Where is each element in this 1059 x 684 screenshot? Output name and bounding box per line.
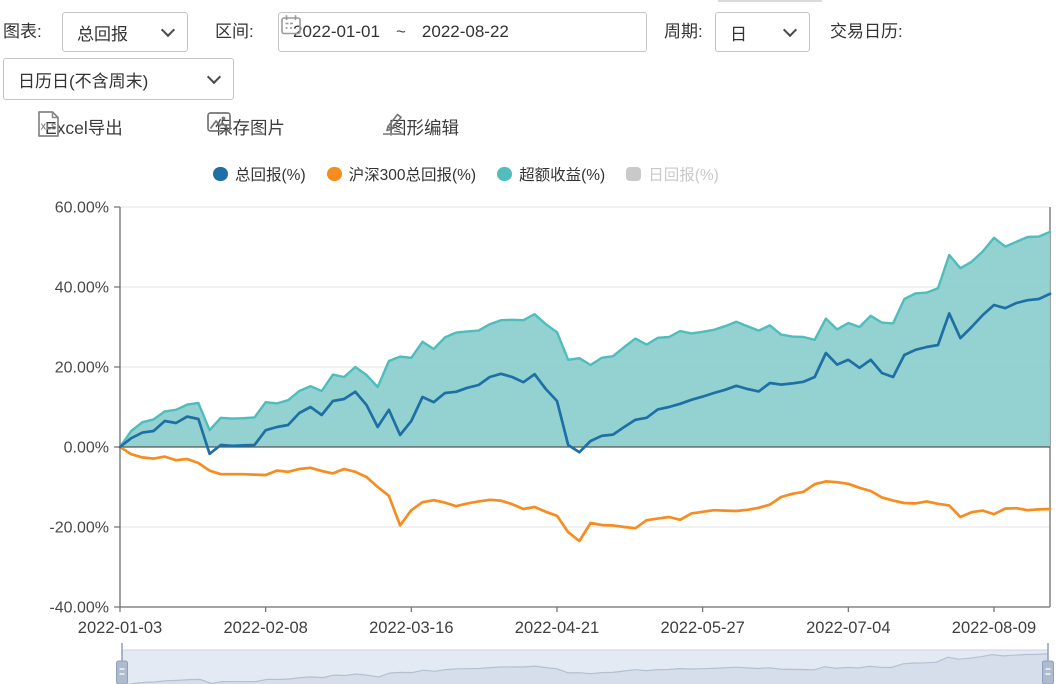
y-axis-label: -20.00% <box>49 520 109 537</box>
y-axis-label: 40.00% <box>55 280 109 297</box>
legend-label: 超额收益(%) <box>519 167 606 184</box>
x-axis-label: 2022-02-08 <box>223 619 307 637</box>
period-select[interactable]: 日 <box>715 12 810 52</box>
period-label: 周期: <box>664 22 703 41</box>
data-zoom-left-handle[interactable] <box>116 660 128 684</box>
legend-marker-circle <box>326 167 342 181</box>
data-zoom-mini-area <box>131 653 1048 684</box>
legend-item-excess-return[interactable]: 超额收益(%) <box>497 163 605 185</box>
legend-marker-circle <box>213 167 228 181</box>
edit-graph-button[interactable]: 图形编辑 <box>380 110 459 144</box>
data-zoom-right-handle[interactable] <box>1042 660 1054 684</box>
legend-marker-square <box>626 167 642 181</box>
x-axis-label: 2022-05-27 <box>660 619 744 637</box>
excel-export-text: Excel导出 <box>45 117 123 138</box>
data-zoom-mini-line <box>128 653 1049 684</box>
date-range-label: 区间: <box>215 22 254 41</box>
x-axis-label: 2022-03-16 <box>369 619 453 637</box>
trading-calendar-label: 交易日历: <box>830 22 903 41</box>
range-start-date[interactable]: 2022-01-01 <box>293 22 380 41</box>
legend-item-daily-return[interactable]: 日回报(%) <box>626 163 719 185</box>
clipped-panel-edge <box>718 0 822 2</box>
legend-item-csi300-return[interactable]: 沪深300总回报(%) <box>326 163 477 185</box>
chart-legend: 总回报(%) 沪深300总回报(%) 超额收益(%) 日回报(%) <box>213 163 719 185</box>
trading-calendar-value: 日历日(不含周末) <box>18 71 149 91</box>
date-range-picker[interactable]: 2022-01-01 ~ 2022-08-22 <box>278 12 647 52</box>
chart-type-value: 总回报 <box>77 24 128 44</box>
fund-return-line <box>118 292 1052 456</box>
x-axis-label: 2022-04-21 <box>515 619 599 637</box>
x-axis-label: 2022-01-03 <box>78 619 162 637</box>
save-image-button[interactable]: 保存图片 <box>206 110 285 144</box>
chart-type-select[interactable]: 总回报 <box>62 12 188 52</box>
y-axis-label: -40.00% <box>49 600 109 617</box>
y-axis-label: 20.00% <box>55 360 109 377</box>
legend-label: 总回报(%) <box>235 167 306 184</box>
x-axis-label: 2022-07-04 <box>806 619 890 637</box>
x-axis-label: 2022-08-09 <box>952 619 1036 637</box>
range-separator: ~ <box>395 22 406 41</box>
y-axis-label: 0.00% <box>64 440 109 457</box>
excess-return-area <box>120 231 1050 447</box>
range-end-date[interactable]: 2022-08-22 <box>421 22 509 41</box>
legend-label: 沪深300总回报(%) <box>348 167 477 184</box>
trading-calendar-select[interactable]: 日历日(不含周末) <box>3 58 234 100</box>
edit-graph-text: 图形编辑 <box>389 117 459 138</box>
period-value: 日 <box>730 24 747 44</box>
legend-label: 日回报(%) <box>648 167 719 184</box>
svg-text:XLS: XLS <box>41 123 57 132</box>
save-image-text: 保存图片 <box>215 117 285 138</box>
benchmark-return-line <box>118 445 1052 543</box>
chart-type-label: 图表: <box>3 22 42 41</box>
legend-item-total-return[interactable]: 总回报(%) <box>213 163 306 185</box>
legend-marker-circle <box>497 167 513 181</box>
excess-return-line <box>118 230 1052 449</box>
excel-export-button[interactable]: XLS Excel导出 <box>36 110 123 144</box>
y-axis-label: 60.00% <box>55 200 109 217</box>
